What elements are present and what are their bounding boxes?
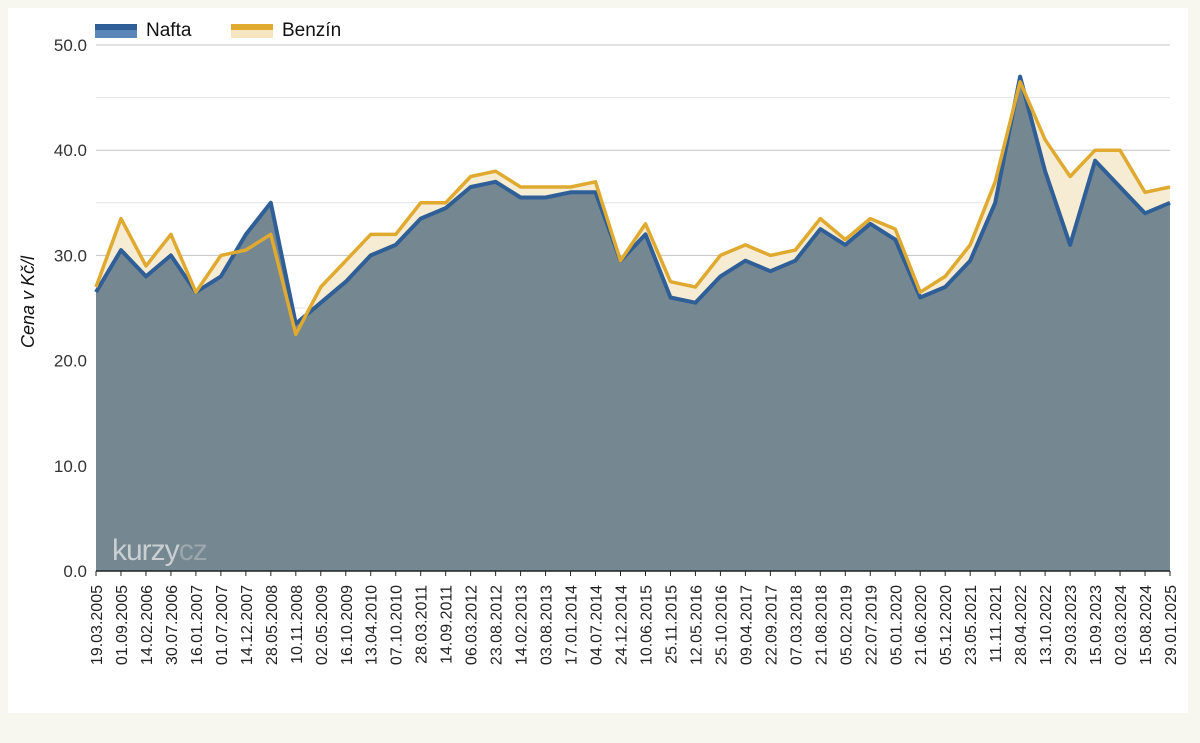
- x-tick-label: 17.01.2014: [564, 585, 581, 665]
- x-tick-label: 16.10.2009: [339, 585, 356, 665]
- kurzy-cz-watermark-logo: kurzycz: [112, 534, 208, 567]
- area-series: [94, 74, 1171, 572]
- x-tick-label: 14.02.2006: [139, 585, 156, 665]
- legend-swatch-nafta-fill: [95, 30, 137, 38]
- x-tick-label: 01.07.2007: [214, 585, 231, 665]
- x-tick-label: 09.04.2017: [738, 585, 755, 665]
- y-tick-label: 30.0: [54, 246, 87, 265]
- x-tick-label: 14.02.2013: [514, 585, 531, 665]
- legend-item-nafta[interactable]: Nafta: [95, 20, 192, 41]
- x-tick-label: 14.12.2007: [239, 585, 256, 665]
- legend-swatch-nafta: [95, 24, 137, 30]
- x-tick-label: 02.03.2024: [1113, 585, 1130, 665]
- x-tick-label: 05.01.2020: [888, 585, 905, 665]
- x-tick-label: 13.10.2022: [1038, 585, 1055, 665]
- x-tick-label: 15.09.2023: [1088, 585, 1105, 665]
- x-tick-label: 11.11.2021: [988, 585, 1005, 663]
- x-tick-label: 21.08.2018: [813, 585, 830, 665]
- x-tick-label: 10.06.2015: [639, 585, 656, 665]
- x-tick-label: 04.07.2014: [589, 585, 606, 665]
- fuel-price-chart: 0.0 10.0 20.0 30.0 40.0 50.0 19.03.2005 01.09.…: [18, 20, 1180, 665]
- x-tick-label: 22.07.2019: [863, 585, 880, 665]
- legend-label-benzin: Benzín: [282, 20, 341, 41]
- x-tick-label: 10.11.2008: [289, 585, 306, 664]
- legend-swatch-benzin-fill: [231, 30, 273, 38]
- benzin-line: [94, 80, 1171, 337]
- x-tick-label: 07.03.2018: [788, 585, 805, 665]
- x-tick-label: 12.05.2016: [688, 585, 705, 665]
- x-tick-label: 28.03.2011: [414, 585, 431, 664]
- nafta-area: [96, 76, 1170, 571]
- legend-swatch-benzin: [231, 24, 273, 30]
- y-tick-label: 10.0: [54, 457, 87, 476]
- svg-text:kurzycz: kurzycz: [112, 534, 207, 567]
- x-tick-label: 15.08.2024: [1138, 585, 1155, 665]
- x-tick-label: 29.03.2023: [1063, 585, 1080, 665]
- legend: Nafta Benzín: [95, 20, 341, 41]
- y-tick-label: 50.0: [54, 36, 87, 55]
- x-tick-label: 22.09.2017: [763, 585, 780, 665]
- x-tick-label: 05.12.2020: [938, 585, 955, 665]
- x-tick-label: 01.09.2005: [114, 585, 131, 665]
- legend-label-nafta: Nafta: [146, 20, 192, 41]
- x-tick-label: 03.08.2013: [539, 585, 556, 665]
- x-tick-label: 25.11.2015: [664, 585, 681, 664]
- y-tick-label: 20.0: [54, 352, 87, 371]
- y-tick-labels: 0.0 10.0 20.0 30.0 40.0 50.0: [54, 36, 87, 581]
- chart-card: 0.0 10.0 20.0 30.0 40.0 50.0 19.03.2005 01.09.…: [8, 8, 1188, 713]
- x-tick-label: 06.03.2012: [464, 585, 481, 665]
- x-tick-label: 29.01.2025: [1163, 585, 1180, 665]
- x-tick-label: 21.06.2020: [913, 585, 930, 665]
- x-tick-label: 19.03.2005: [89, 585, 106, 665]
- x-tick-label: 28.05.2008: [264, 585, 281, 665]
- legend-item-benzin[interactable]: Benzín: [231, 20, 341, 41]
- x-tick-label: 28.04.2022: [1013, 585, 1030, 665]
- x-tick-label: 23.05.2021: [963, 585, 980, 665]
- y-tick-label: 40.0: [54, 141, 87, 160]
- x-tick-label: 16.01.2007: [189, 585, 206, 665]
- x-tick-label: 24.12.2014: [614, 585, 631, 665]
- nafta-line: [94, 74, 1171, 326]
- x-tick-label: 30.07.2006: [164, 585, 181, 665]
- x-tick-label: 23.08.2012: [489, 585, 506, 665]
- x-tick-label: 14.09.2011: [439, 585, 456, 664]
- x-tick-label: 13.04.2010: [364, 585, 381, 665]
- x-tick-label: 05.02.2019: [838, 585, 855, 665]
- x-tick-labels: 19.03.2005 01.09.2005 14.02.2006 30.07.2006…: [89, 571, 1180, 665]
- y-axis-label: Cena v Kč/l: [18, 255, 38, 348]
- x-tick-label: 02.05.2009: [314, 585, 331, 665]
- x-tick-label: 07.10.2010: [389, 585, 406, 665]
- x-tick-label: 25.10.2016: [713, 585, 730, 665]
- y-tick-label: 0.0: [63, 562, 87, 581]
